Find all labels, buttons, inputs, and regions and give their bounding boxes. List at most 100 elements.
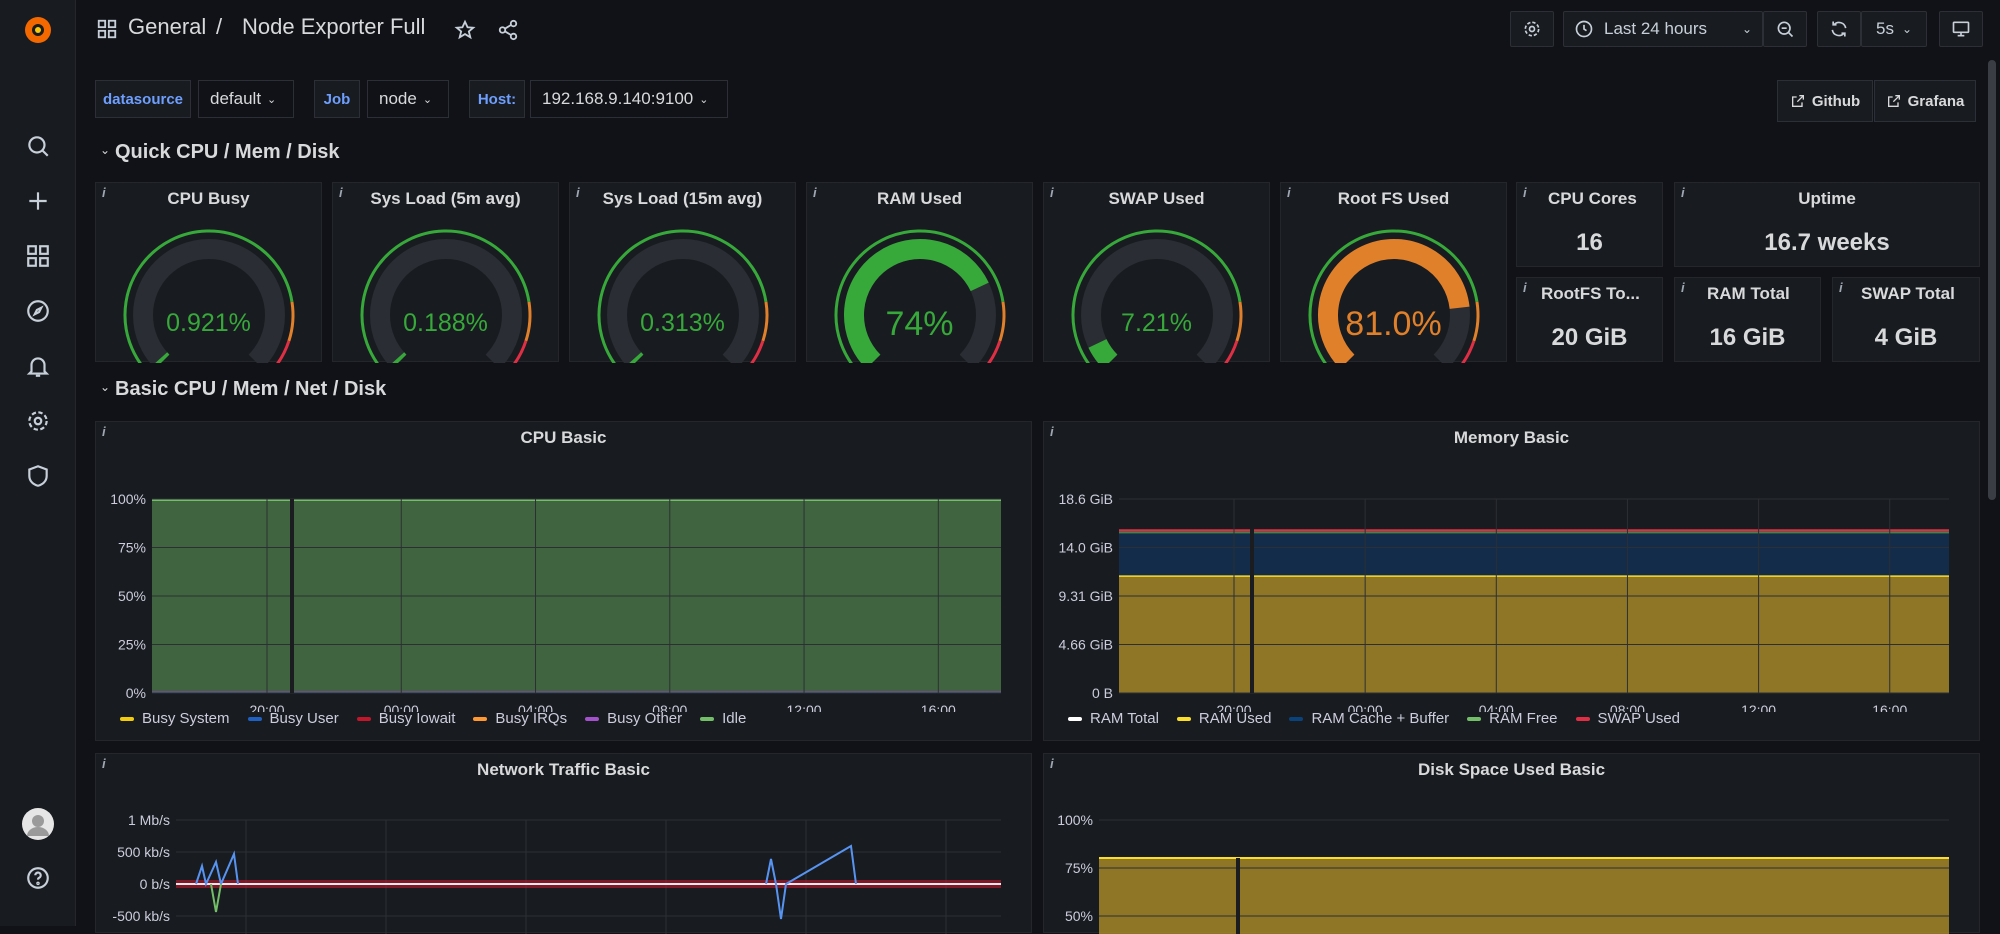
gauge-threshold-orange bbox=[1472, 301, 1480, 342]
legend-item[interactable]: Busy Other bbox=[585, 710, 682, 727]
gauge-chart bbox=[1308, 229, 1480, 363]
scrollbar[interactable] bbox=[1988, 60, 1996, 500]
time-range-label: Last 24 hours bbox=[1604, 19, 1708, 38]
gauge-panel: i Sys Load (5m avg) 0.188% bbox=[332, 182, 559, 363]
x-tick-label: 16:00 bbox=[1872, 702, 1907, 712]
legend-item[interactable]: RAM Cache + Buffer bbox=[1289, 710, 1449, 727]
datasource-select[interactable]: default ⌄ bbox=[198, 80, 294, 118]
gauge-threshold-red bbox=[987, 340, 1002, 363]
gauge-threshold-orange bbox=[524, 301, 532, 342]
explore-compass-icon[interactable] bbox=[22, 295, 54, 327]
github-link-button[interactable]: Github bbox=[1777, 80, 1873, 122]
external-link-icon bbox=[1887, 95, 1900, 107]
y-tick-label: 0 B bbox=[1092, 685, 1113, 701]
memory-basic-legend: RAM Total RAM Used RAM Cache + Buffer RAM F… bbox=[1068, 710, 1680, 727]
legend-item[interactable]: RAM Free bbox=[1467, 710, 1558, 727]
plus-icon[interactable] bbox=[22, 185, 54, 217]
panel-title[interactable]: Disk Space Used Basic bbox=[1417, 760, 1606, 779]
legend-item[interactable]: Busy System bbox=[120, 710, 230, 727]
x-tick-label: 16:00 bbox=[921, 702, 956, 712]
star-icon[interactable] bbox=[454, 19, 476, 46]
gauge-value-arc bbox=[629, 352, 644, 363]
legend-swatch bbox=[356, 717, 371, 722]
breadcrumb-folder[interactable]: General bbox=[128, 14, 207, 39]
grafana-logo-icon[interactable] bbox=[22, 14, 54, 46]
shield-icon[interactable] bbox=[22, 460, 54, 492]
y-tick-label: 1 Mb/s bbox=[128, 812, 170, 828]
y-tick-label: 100% bbox=[110, 491, 146, 507]
host-select[interactable]: 192.168.9.140:9100 ⌄ bbox=[530, 80, 728, 118]
datasource-value: default bbox=[210, 89, 262, 108]
x-tick-label: 12:00 bbox=[787, 702, 822, 712]
avatar[interactable] bbox=[22, 808, 54, 840]
gear-icon[interactable] bbox=[22, 405, 54, 437]
y-tick-label: 75% bbox=[1065, 860, 1093, 876]
share-icon[interactable] bbox=[497, 19, 519, 46]
refresh-button[interactable] bbox=[1817, 11, 1861, 47]
time-picker-button[interactable]: Last 24 hours ⌄ bbox=[1563, 11, 1763, 47]
legend-swatch bbox=[700, 717, 715, 722]
legend-swatch bbox=[1068, 717, 1082, 722]
legend-item[interactable]: Busy Iowait bbox=[356, 710, 455, 727]
legend-item[interactable]: Busy IRQs bbox=[473, 710, 567, 727]
cpu-basic-chart[interactable]: 100% 75% 50% 25% 0% 20:00 00:00 04:00 08:00 12:00… bbox=[96, 452, 1033, 712]
series-spike-tx bbox=[210, 883, 222, 913]
row-title-quick[interactable]: Quick CPU / Mem / Disk bbox=[115, 141, 340, 163]
info-icon[interactable]: i bbox=[1517, 278, 1538, 300]
row-collapse-chevron-icon[interactable]: ⌄ bbox=[100, 143, 111, 157]
legend-item[interactable]: RAM Used bbox=[1176, 710, 1271, 727]
gauge-chart bbox=[123, 229, 295, 363]
gauge-threshold-orange bbox=[1235, 301, 1243, 342]
stat-panel-rootfs-total: i RootFS To... 20 GiB bbox=[1516, 277, 1663, 362]
gauge-panel: i SWAP Used 7.21% bbox=[1043, 182, 1270, 363]
refresh-icon bbox=[1831, 21, 1847, 37]
job-value: node bbox=[379, 89, 417, 108]
stat-panel-uptime: i Uptime 16.7 weeks bbox=[1674, 182, 1980, 267]
refresh-interval-picker[interactable]: 5s ⌄ bbox=[1861, 11, 1927, 47]
legend-item[interactable]: RAM Total bbox=[1068, 710, 1159, 727]
row-title-basic[interactable]: Basic CPU / Mem / Net / Disk bbox=[115, 378, 387, 400]
stat-panel-swap-total: i SWAP Total 4 GiB bbox=[1832, 277, 1980, 362]
disk-basic-chart[interactable]: 100% 75% 50% bbox=[1044, 784, 1981, 934]
grafana-link-button[interactable]: Grafana bbox=[1874, 80, 1976, 122]
y-tick-label: 9.31 GiB bbox=[1059, 588, 1113, 604]
chevron-down-icon: ⌄ bbox=[267, 93, 277, 106]
alerting-bell-icon[interactable] bbox=[22, 350, 54, 382]
var-label-host: Host: bbox=[469, 80, 525, 118]
info-icon[interactable]: i bbox=[1675, 278, 1696, 300]
dashboards-icon[interactable] bbox=[22, 240, 54, 272]
panel-title: SWAP Used bbox=[1108, 189, 1205, 208]
y-tick-label: 4.66 GiB bbox=[1059, 637, 1113, 653]
panel-title[interactable]: CPU Basic bbox=[520, 428, 607, 447]
help-icon[interactable] bbox=[22, 862, 54, 894]
zoom-out-button[interactable] bbox=[1763, 11, 1807, 47]
y-tick-label: 14.0 GiB bbox=[1059, 540, 1113, 556]
top-navbar: General / Node Exporter Full Last 24 hou… bbox=[76, 0, 2000, 60]
dashboard-settings-button[interactable] bbox=[1510, 11, 1554, 47]
legend-item[interactable]: SWAP Used bbox=[1575, 710, 1680, 727]
search-icon[interactable] bbox=[22, 130, 54, 162]
series-area-ram-cache-buffer bbox=[1119, 533, 1949, 577]
panel-title: CPU Busy bbox=[167, 189, 250, 208]
panel-title: Sys Load (15m avg) bbox=[602, 189, 763, 208]
tv-mode-button[interactable] bbox=[1939, 11, 1983, 47]
job-select[interactable]: node ⌄ bbox=[367, 80, 449, 118]
series-area-ram-free bbox=[1119, 531, 1949, 534]
page-title[interactable]: Node Exporter Full bbox=[242, 14, 426, 39]
gauge-threshold-red bbox=[1461, 340, 1476, 363]
panel-title[interactable]: Network Traffic Basic bbox=[477, 760, 650, 779]
info-icon[interactable]: i bbox=[1833, 278, 1854, 300]
github-link-label: Github bbox=[1811, 92, 1861, 110]
stat-panel-cpu-cores: i CPU Cores 16 bbox=[1516, 182, 1663, 267]
chevron-down-icon: ⌄ bbox=[1901, 22, 1913, 36]
legend-item[interactable]: Idle bbox=[700, 710, 746, 727]
legend-item[interactable]: Busy User bbox=[247, 710, 339, 727]
gauge-track bbox=[1081, 239, 1233, 363]
stat-value: 20 GiB bbox=[1551, 324, 1628, 351]
row-collapse-chevron-icon[interactable]: ⌄ bbox=[100, 380, 111, 394]
info-icon[interactable]: i bbox=[1517, 183, 1538, 205]
external-link-icon bbox=[1791, 95, 1804, 107]
panel-title[interactable]: Memory Basic bbox=[1453, 428, 1570, 447]
memory-basic-chart[interactable]: 18.6 GiB 14.0 GiB 9.31 GiB 4.66 GiB 0 B 20:00… bbox=[1044, 452, 1981, 712]
network-basic-chart[interactable]: 1 Mb/s 500 kb/s 0 b/s -500 kb/s bbox=[96, 784, 1033, 934]
